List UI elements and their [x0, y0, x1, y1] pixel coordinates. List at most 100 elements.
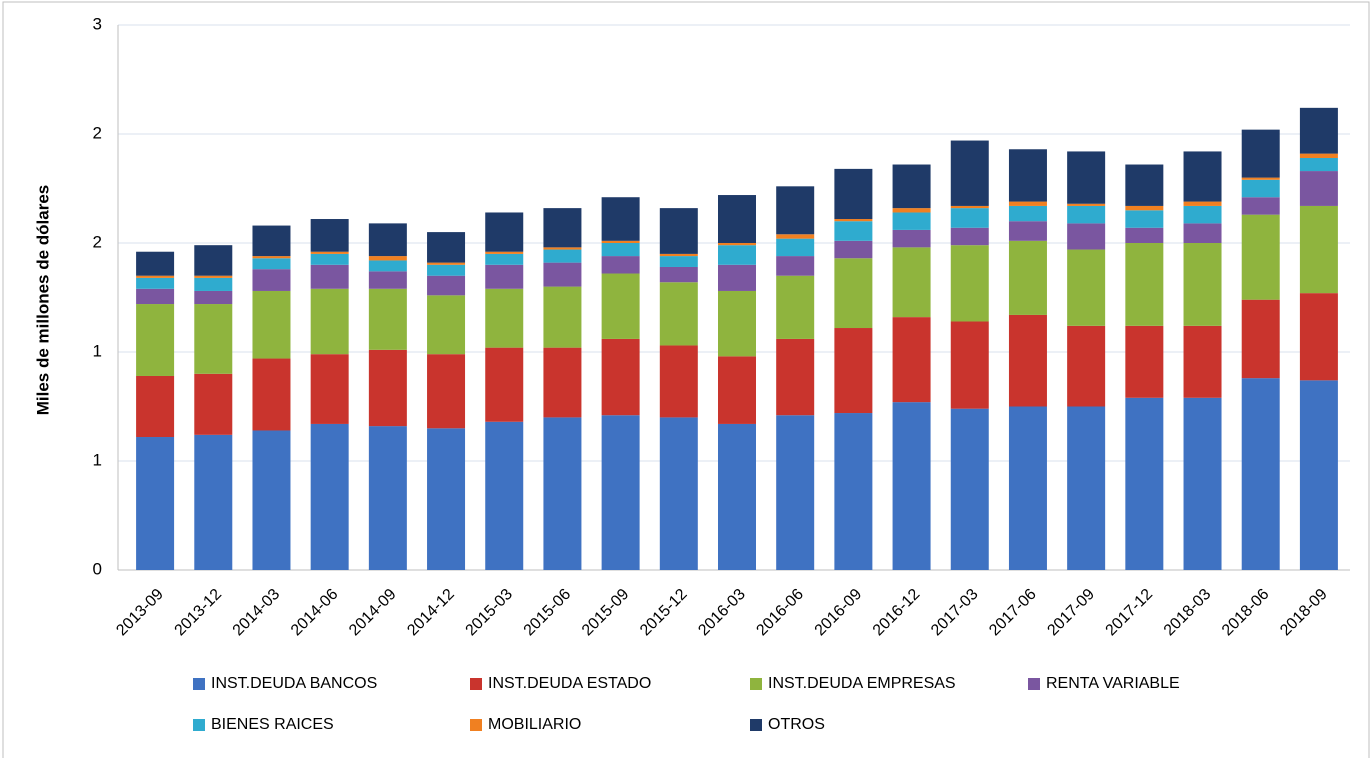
bar-segment	[601, 240, 640, 243]
legend-swatch	[193, 678, 205, 690]
bar-segment	[194, 373, 233, 435]
y-tick-label: 3	[93, 14, 102, 33]
bar-segment	[776, 275, 815, 339]
bar-segment	[427, 262, 466, 265]
bar-segment	[601, 256, 640, 274]
legend-label: INST.DEUDA EMPRESAS	[768, 675, 956, 692]
bar-segment	[485, 264, 524, 289]
bar-segment	[1241, 197, 1280, 215]
bar-segment	[659, 208, 698, 254]
bar-segment	[194, 275, 233, 278]
bar-segment	[485, 251, 524, 254]
bar-segment	[892, 212, 931, 230]
bar-segment	[368, 256, 407, 261]
legend-label: INST.DEUDA ESTADO	[488, 675, 651, 692]
legend-swatch	[193, 719, 205, 731]
bar-segment	[1183, 325, 1222, 398]
bar-segment	[1008, 221, 1047, 241]
bar-segment	[834, 221, 873, 241]
bar-segment	[1183, 151, 1222, 202]
x-tick-label: 2014-09	[346, 586, 400, 640]
bar-segment	[1299, 293, 1338, 381]
bar-segment	[310, 219, 349, 252]
bar-segment	[1183, 243, 1222, 326]
bar-segment	[1008, 314, 1047, 407]
bar-segment	[427, 428, 466, 570]
bar-segment	[368, 288, 407, 350]
x-tick-label: 2016-03	[695, 586, 749, 640]
bar-segment	[1183, 397, 1222, 570]
bar-segment	[776, 256, 815, 276]
bar-segment	[1067, 151, 1106, 204]
bar-segment	[1125, 243, 1164, 326]
bar-segment	[310, 354, 349, 424]
y-tick-label: 1	[93, 450, 102, 469]
y-tick-label: 1	[93, 341, 102, 360]
bar-segment	[543, 262, 582, 287]
bar-segment	[252, 358, 291, 431]
x-tick-label: 2017-12	[1103, 586, 1157, 640]
bar-segment	[950, 140, 989, 206]
bar-segment	[368, 349, 407, 427]
bar-segment	[601, 197, 640, 241]
bar-segment	[194, 434, 233, 570]
bar-segment	[485, 253, 524, 265]
bar-segment	[659, 282, 698, 346]
bar-segment	[1067, 406, 1106, 570]
bar-segment	[427, 275, 466, 296]
bar-segment	[718, 245, 756, 265]
bar-segment	[659, 345, 698, 418]
bar-segment	[1241, 177, 1280, 180]
y-tick-label: 2	[93, 232, 102, 251]
bar-segment	[1125, 227, 1164, 243]
bar-segment	[601, 243, 640, 257]
bar-segment	[659, 253, 698, 257]
y-axis-title: Miles de millones de dólares	[33, 185, 52, 416]
bar-segment	[1067, 205, 1106, 224]
bar-segment	[310, 251, 349, 254]
bar-segment	[1299, 157, 1338, 172]
x-tick-label: 2017-06	[986, 586, 1040, 640]
bar-segment	[543, 247, 582, 250]
bar-segment	[1067, 203, 1106, 206]
x-tick-label: 2015-09	[579, 586, 633, 640]
bar-segment	[1299, 380, 1338, 570]
x-tick-label: 2017-09	[1044, 586, 1098, 640]
bar-segment	[1241, 179, 1280, 198]
bar-segment	[194, 290, 233, 305]
x-tick-label: 2015-06	[521, 586, 575, 640]
bar-segment	[1125, 325, 1164, 398]
bar-segment	[1125, 210, 1164, 228]
bar-segment	[601, 273, 640, 339]
bar-segment	[368, 260, 407, 272]
x-tick-label: 2014-12	[404, 586, 458, 640]
legend-swatch	[1028, 678, 1040, 690]
bar-segment	[601, 338, 640, 416]
y-tick-label: 0	[93, 559, 102, 578]
bar-segment	[1241, 299, 1280, 379]
bar-segment	[659, 266, 698, 283]
bar-segment	[427, 264, 466, 276]
bar-segment	[485, 421, 524, 570]
bar-segment	[252, 430, 291, 570]
legend-swatch	[750, 678, 762, 690]
bar-segment	[252, 256, 291, 259]
bar-segment	[194, 304, 233, 374]
bar-segment	[485, 347, 524, 422]
x-tick-label: 2013-12	[172, 586, 226, 640]
bar-segment	[776, 338, 815, 416]
bar-segment	[1008, 205, 1047, 222]
bar-segment	[1299, 171, 1338, 206]
bar-segment	[834, 168, 873, 220]
bar-segment	[718, 423, 756, 570]
bar-segment	[1008, 149, 1047, 202]
bar-segment	[601, 415, 640, 570]
x-tick-label: 2018-09	[1277, 586, 1331, 640]
bar-segment	[776, 238, 815, 257]
bar-segment	[1241, 214, 1280, 300]
bar-segment	[368, 271, 407, 289]
x-tick-label: 2018-03	[1161, 586, 1215, 640]
bar-segment	[834, 219, 873, 222]
bar-segment	[1183, 205, 1222, 224]
